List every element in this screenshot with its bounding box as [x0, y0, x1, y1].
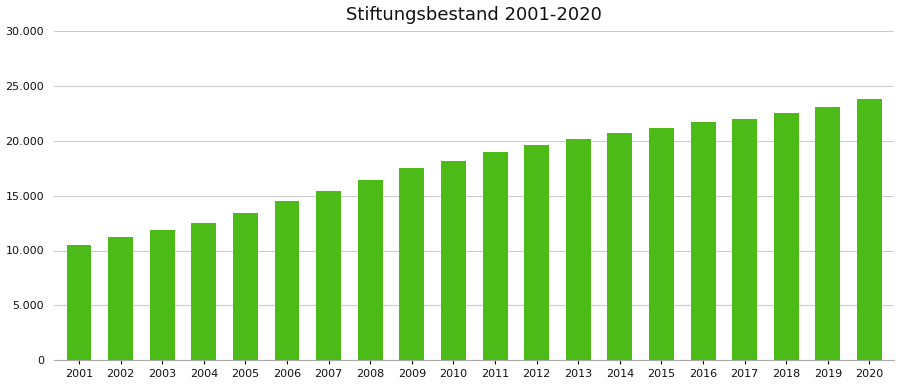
Bar — [274, 201, 300, 360]
Bar — [733, 119, 757, 360]
Bar — [233, 213, 258, 360]
Bar — [774, 113, 799, 360]
Bar — [482, 152, 508, 360]
Bar — [690, 122, 716, 360]
Bar — [566, 139, 590, 360]
Bar — [857, 99, 882, 360]
Bar — [149, 229, 175, 360]
Bar — [400, 168, 424, 360]
Bar — [815, 107, 841, 360]
Bar — [357, 180, 382, 360]
Bar — [608, 133, 633, 360]
Bar — [108, 237, 133, 360]
Title: Stiftungsbestand 2001-2020: Stiftungsbestand 2001-2020 — [346, 5, 602, 23]
Bar — [67, 245, 92, 360]
Bar — [316, 191, 341, 360]
Bar — [649, 129, 674, 360]
Bar — [192, 223, 216, 360]
Bar — [441, 161, 466, 360]
Bar — [524, 145, 549, 360]
